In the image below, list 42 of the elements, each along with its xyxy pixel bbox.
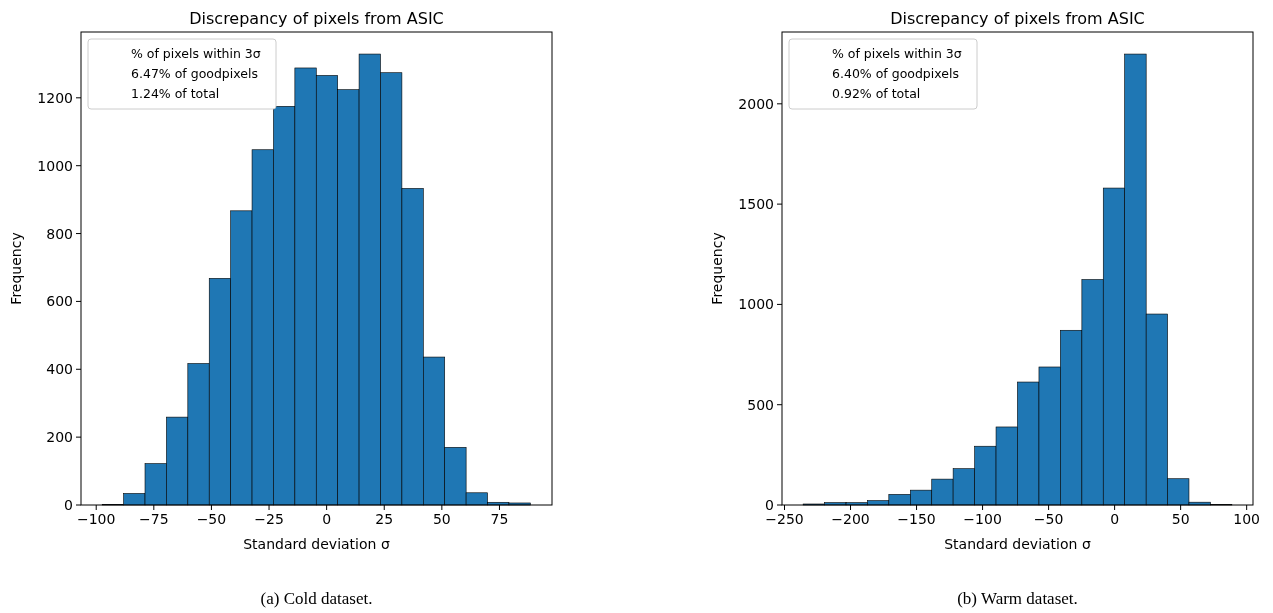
y-axis-title: Frequency xyxy=(8,232,24,305)
chart-title: Discrepancy of pixels from ASIC xyxy=(890,9,1145,28)
y-tick-label: 400 xyxy=(46,361,73,378)
y-axis-title: Frequency xyxy=(709,232,725,305)
x-tick-label: 50 xyxy=(1171,511,1190,527)
y-tick-label: 2000 xyxy=(738,95,774,112)
y-tick-label: 200 xyxy=(46,429,73,446)
text: (a) Cold dataset. xyxy=(260,589,373,608)
x-tick-label: 25 xyxy=(375,511,394,527)
x-tick-label: 0 xyxy=(1110,511,1120,527)
x-tick-label: −250 xyxy=(765,511,804,527)
annotation: 6.47% of goodpixels xyxy=(131,66,258,81)
x-tick-label: −100 xyxy=(963,511,1002,527)
x-tick-label: 0 xyxy=(322,511,332,527)
y-tick-label: 800 xyxy=(46,225,73,242)
x-tick-label: −200 xyxy=(831,511,870,527)
x-tick-label: −100 xyxy=(76,511,116,527)
x-tick-label: −50 xyxy=(1033,511,1064,527)
y-tick-label: 0 xyxy=(765,497,774,513)
x-axis-title: Standard deviation σ xyxy=(243,536,390,552)
x-tick-label: −25 xyxy=(254,511,284,527)
annotation: % of pixels within 3σ xyxy=(832,46,962,61)
annotation: 1.24% of total xyxy=(131,86,220,101)
x-tick-label: 75 xyxy=(490,511,509,527)
y-tick-label: 1000 xyxy=(738,296,774,313)
y-tick-label: 1200 xyxy=(37,89,73,106)
y-tick-label: 600 xyxy=(46,293,73,310)
annotation: % of pixels within 3σ xyxy=(131,46,261,61)
y-tick-label: 1000 xyxy=(37,157,73,174)
y-tick-label: 500 xyxy=(747,396,774,413)
annotation: 6.40% of goodpixels xyxy=(832,66,959,81)
x-tick-label: 50 xyxy=(432,511,451,527)
x-tick-label: −50 xyxy=(196,511,227,527)
y-tick-label: 0 xyxy=(64,497,73,513)
text: (b) Warm dataset. xyxy=(957,589,1078,608)
x-tick-label: −150 xyxy=(897,511,936,527)
chart-title: Discrepancy of pixels from ASIC xyxy=(189,9,444,28)
x-tick-label: −75 xyxy=(139,511,169,527)
annotation: 0.92% of total xyxy=(832,86,921,101)
x-tick-label: 100 xyxy=(1233,511,1261,527)
y-tick-label: 1500 xyxy=(738,196,774,213)
x-axis-title: Standard deviation σ xyxy=(944,536,1091,552)
